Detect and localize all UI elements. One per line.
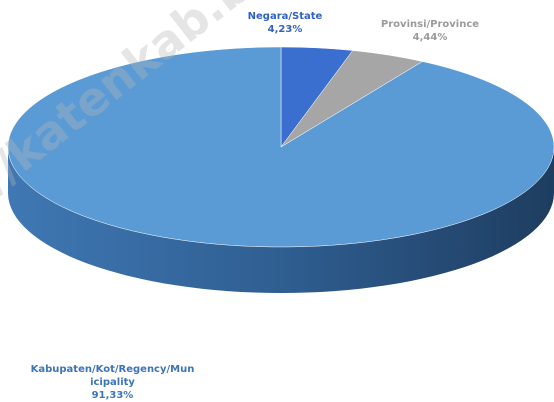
value-label: 91,33% <box>91 390 134 401</box>
category-label: Kabupaten/Kot/Regency/Municipality <box>30 364 195 388</box>
value-label: 4,23% <box>267 24 303 35</box>
slice-side <box>8 147 554 293</box>
data-label: Provinsi/Province 4,44% <box>370 18 490 44</box>
category-label: Provinsi/Province <box>380 19 480 30</box>
category-label: Negara/State <box>247 11 323 22</box>
data-label: Negara/State 4,23% <box>235 10 335 36</box>
slice <box>7 46 554 248</box>
data-label: Kabupaten/Kot/Regency/Municipality 91,33% <box>30 363 195 402</box>
value-label: 4,44% <box>412 32 448 43</box>
